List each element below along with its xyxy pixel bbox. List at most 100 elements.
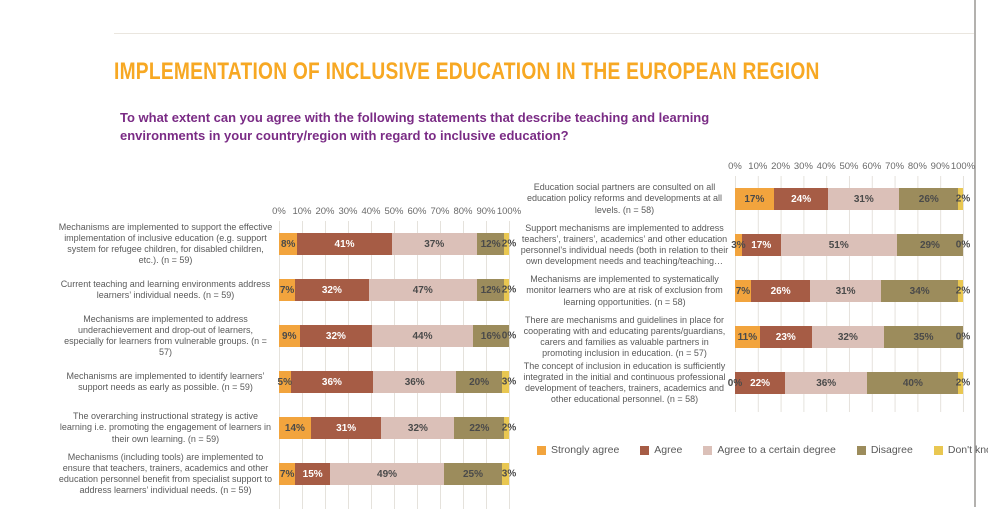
outside-label: 2% (955, 193, 971, 205)
bar-segment: 44% (372, 325, 473, 347)
axis-tick: 80% (907, 161, 927, 172)
top-divider-line (114, 33, 976, 34)
bar-segment: 7% (279, 463, 296, 485)
segment-label: 22% (750, 377, 771, 389)
outside-label: 0% (955, 239, 971, 251)
bar-segment: 17% (735, 188, 774, 210)
bar-segment: 24% (773, 188, 829, 210)
stacked-bar: 9% 32% 44% 16% (279, 325, 510, 347)
bar-segment: 3% (731, 234, 746, 256)
segment-label: 31% (853, 193, 874, 205)
legend-label: Agree (654, 444, 683, 456)
bar-segment (958, 188, 964, 210)
segment-label: 17% (751, 239, 772, 251)
legend-swatch-icon (703, 445, 713, 455)
segment-label: 5% (277, 376, 292, 388)
bar-segment: 32% (381, 417, 455, 439)
stacked-bar: 7% 26% 31% 34% (735, 280, 963, 302)
legend-label: Agree to a certain degree (717, 444, 836, 456)
segment-label: 16% (480, 330, 501, 342)
bar-segment: 8% (279, 233, 298, 255)
axis-tick: 30% (338, 206, 358, 217)
segment-label: 36% (404, 376, 425, 388)
stacked-bar: 0% 22% 36% 40% (728, 372, 963, 394)
segment-label: 7% (735, 285, 751, 297)
axis-tick: 40% (361, 206, 381, 217)
segment-label: 41% (334, 238, 355, 250)
bar-segment: 16% (472, 325, 510, 347)
outside-label: 2% (501, 422, 517, 434)
outside-label: 2% (501, 284, 517, 296)
chart-axis: 0% 10% 20% 30% 40% 50% 60% 70% 80% 90% 100% (728, 160, 975, 176)
segment-label: 31% (835, 285, 856, 297)
segment-label: 32% (321, 284, 342, 296)
bar-segment: 51% (780, 234, 897, 256)
bar-segment: 11% (735, 326, 760, 348)
bar-segment: 40% (867, 372, 959, 394)
bar-segment: 34% (880, 280, 959, 302)
axis-tick: 100% (950, 161, 976, 172)
bar-row: Mechanisms (including tools) are impleme… (58, 451, 518, 497)
bar-segment: 31% (828, 188, 900, 210)
segment-label: 32% (325, 330, 346, 342)
bar-segment: 15% (295, 463, 331, 485)
chart-axis: 0% 10% 20% 30% 40% 50% 60% 70% 80% 90% 100% (272, 205, 521, 221)
bar-segment: 26% (899, 188, 959, 210)
bar-segment: 12% (476, 279, 505, 301)
category-label: Current teaching and learning environmen… (60, 278, 271, 300)
bar-segment: 22% (454, 417, 505, 439)
category-label: The concept of inclusion in education is… (523, 360, 726, 405)
segment-label: 17% (744, 193, 765, 205)
segment-label: 32% (407, 422, 428, 434)
bar-segment: 23% (759, 326, 812, 348)
page-title: IMPLEMENTATION OF INCLUSIVE EDUCATION IN… (114, 58, 820, 86)
axis-tick: 60% (862, 161, 882, 172)
axis-tick: 10% (292, 206, 312, 217)
category-label: Mechanisms are implemented to systematic… (526, 274, 723, 307)
bar-segment: 37% (391, 233, 477, 255)
right-stacked-bar-chart: 0% 10% 20% 30% 40% 50% 60% 70% 80% 90% 100% Educati… (520, 160, 975, 412)
legend-swatch-icon (856, 445, 866, 455)
bar-segment: 36% (290, 371, 374, 393)
stacked-bar: 14% 31% 32% 22% (279, 417, 509, 439)
bar-segment: 12% (476, 233, 505, 255)
category-label: There are mechanisms and guidelines in p… (523, 314, 726, 359)
outside-label: 0% (501, 330, 517, 342)
legend-swatch-icon (640, 445, 650, 455)
axis-tick: 70% (885, 161, 905, 172)
segment-label: 15% (302, 468, 323, 480)
segment-label: 12% (480, 284, 501, 296)
bar-segment: 49% (330, 463, 444, 485)
segment-label: 22% (469, 422, 490, 434)
segment-label: 25% (462, 468, 483, 480)
segment-label: 23% (775, 331, 796, 343)
segment-label: 11% (737, 331, 758, 343)
legend-label: Strongly agree (551, 444, 620, 456)
outside-label: 2% (955, 285, 971, 297)
segment-label: 26% (918, 193, 939, 205)
bar-segment: 25% (443, 463, 503, 485)
category-label: Education social partners are consulted … (526, 182, 723, 215)
axis-tick: 30% (793, 161, 813, 172)
stacked-bar: 8% 41% 37% 12% (279, 233, 509, 255)
bar-row: There are mechanisms and guidelines in p… (520, 314, 971, 360)
bar-segment: 36% (785, 372, 868, 394)
legend-label: Disagree (870, 444, 913, 456)
bar-row: The concept of inclusion in education is… (520, 360, 970, 406)
segment-label: 40% (902, 377, 923, 389)
bar-segment: 31% (310, 417, 382, 439)
gridlines (279, 221, 510, 509)
bar-row: Education social partners are consulted … (520, 176, 970, 222)
legend-item: Strongly agree (537, 444, 619, 456)
axis-tick: 70% (430, 206, 450, 217)
segment-label: 9% (282, 330, 297, 342)
bar-segment (504, 279, 509, 301)
bar-segment: 22% (735, 372, 786, 394)
outside-label: 2% (955, 377, 971, 389)
segment-label: 51% (828, 239, 849, 251)
axis-tick: 90% (476, 206, 496, 217)
bar-segment: 14% (279, 417, 311, 439)
legend-item: Disagree (856, 444, 913, 456)
segment-label: 36% (321, 376, 342, 388)
segment-label: 26% (770, 285, 791, 297)
